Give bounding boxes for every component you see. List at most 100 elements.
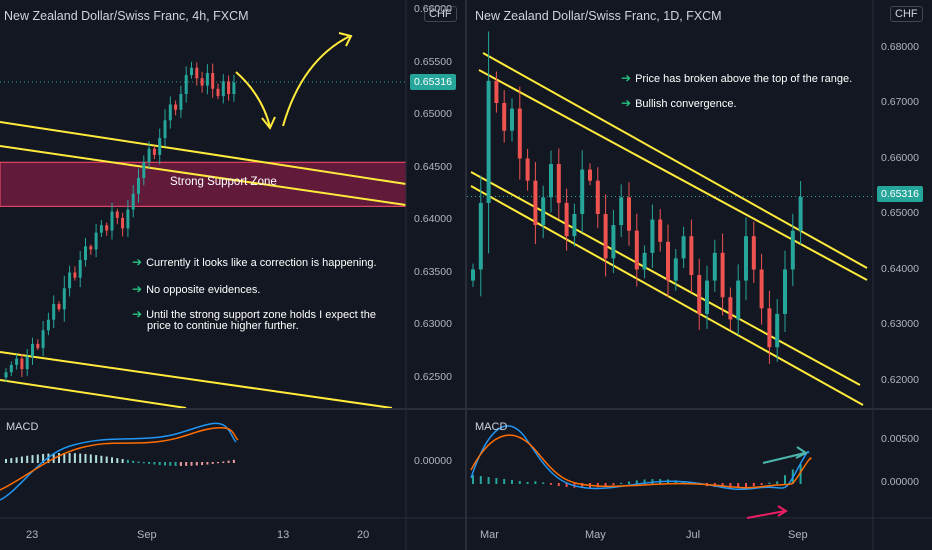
support-zone-rect xyxy=(0,161,407,207)
right-macd-bar xyxy=(752,483,755,487)
left-candle xyxy=(52,304,56,320)
left-macd-bar xyxy=(36,454,39,463)
projection-down-arrowhead xyxy=(261,116,276,130)
upper-trendline-2 xyxy=(0,145,407,206)
left-macd-bar xyxy=(10,458,13,463)
right-macd-bar xyxy=(518,481,521,484)
left-macd-bar xyxy=(100,455,103,463)
left-candle xyxy=(9,364,13,373)
right-note-2-text: Bullish convergence. xyxy=(635,98,737,110)
projection-down-path xyxy=(235,71,271,128)
left-currency-button[interactable]: CHF xyxy=(424,6,457,22)
right-macd-bar xyxy=(526,482,529,484)
channel-upper-2 xyxy=(478,69,868,281)
left-macd-bar xyxy=(15,457,18,463)
green-arrow-icon: ➔ xyxy=(132,255,143,269)
right-macd-bar xyxy=(604,483,607,487)
right-candle xyxy=(728,297,733,320)
pane-divider[interactable] xyxy=(465,0,467,550)
left-candle xyxy=(227,81,231,94)
left-price-tick: 0.63000 xyxy=(414,318,452,330)
left-macd-bar xyxy=(164,462,166,466)
left-price-tick: 0.63500 xyxy=(414,265,452,278)
right-candle xyxy=(627,197,631,231)
right-note-1-text: Price has broken above the top of the ra… xyxy=(635,73,853,85)
left-price-tick: 0.64000 xyxy=(414,213,452,225)
right-candle xyxy=(541,197,546,226)
left-date-tick: 20 xyxy=(357,529,370,541)
left-candle xyxy=(105,225,109,231)
left-candle xyxy=(174,104,178,110)
right-candle xyxy=(588,169,592,181)
left-candle xyxy=(184,75,188,94)
right-macd-bar xyxy=(784,475,786,484)
right-macd-line xyxy=(470,425,810,491)
right-macd-bar xyxy=(495,478,498,484)
left-price-tick: 0.66000 xyxy=(414,3,452,15)
left-chart-canvas[interactable] xyxy=(0,0,465,550)
left-date-tick: Sep xyxy=(137,529,157,541)
right-macd-bar xyxy=(760,483,763,485)
right-price-tick: 0.66000 xyxy=(881,151,919,164)
right-chart-pane[interactable]: New Zealand Dollar/Swiss Franc, 1D, FXCM… xyxy=(467,0,932,550)
right-current-price: 0.65316 xyxy=(877,186,923,202)
right-macd-bar xyxy=(643,479,646,484)
right-macd-bar xyxy=(565,483,568,488)
right-candle xyxy=(798,196,803,231)
left-macd-bar xyxy=(158,462,161,466)
right-candle xyxy=(564,202,569,237)
projection-up-path xyxy=(282,35,351,127)
right-macd-bar xyxy=(776,481,779,484)
left-signal-line xyxy=(0,426,239,491)
left-macd-tick: 0.00000 xyxy=(414,455,452,467)
right-chart-canvas[interactable] xyxy=(467,0,932,550)
right-candle xyxy=(502,103,507,131)
left-note-3b: price to continue higher further. xyxy=(147,320,299,332)
left-candle xyxy=(36,343,40,349)
left-note-2: ➔ No opposite evidences. xyxy=(132,283,260,297)
left-macd-bar xyxy=(222,461,225,463)
left-candle xyxy=(163,120,167,139)
green-arrow-icon: ➔ xyxy=(132,307,143,321)
channel-upper-1 xyxy=(482,52,868,269)
right-chart-title: New Zealand Dollar/Swiss Franc, 1D, FXCM xyxy=(475,9,722,23)
right-candle xyxy=(767,308,772,348)
left-candle xyxy=(200,78,204,86)
right-candle xyxy=(580,169,585,214)
right-candle xyxy=(759,269,764,309)
left-macd-bar xyxy=(232,459,235,463)
right-currency-button[interactable]: CHF xyxy=(890,6,923,22)
left-candle xyxy=(89,246,93,250)
green-arrow-icon: ➔ xyxy=(132,282,143,296)
lower-trendline-1 xyxy=(0,351,393,409)
right-price-tick: 0.62000 xyxy=(881,373,919,386)
left-candle xyxy=(20,358,24,370)
right-macd-bar xyxy=(550,483,552,485)
left-macd-bar xyxy=(84,453,87,463)
left-price-tick: 0.64500 xyxy=(414,160,452,173)
left-macd-bar xyxy=(190,462,193,466)
right-macd-tick: 0.00000 xyxy=(881,476,919,488)
right-date-tick: Sep xyxy=(788,529,808,541)
macd-divergence-line xyxy=(762,452,806,464)
left-macd-bar xyxy=(20,456,23,463)
right-macd-label: MACD xyxy=(475,421,508,433)
right-macd-bar xyxy=(682,481,685,484)
left-chart-pane[interactable]: New Zealand Dollar/Swiss Franc, 4h, FXCM… xyxy=(0,0,465,550)
right-candle xyxy=(603,214,608,259)
left-macd-bar xyxy=(137,461,140,463)
right-price-tick: 0.68000 xyxy=(881,40,919,53)
left-macd-bar xyxy=(95,455,98,463)
left-candle xyxy=(137,178,140,194)
channel-lower-2 xyxy=(470,185,864,406)
right-candle xyxy=(705,280,709,314)
left-macd-bar xyxy=(132,460,135,463)
right-candle xyxy=(751,236,756,270)
left-macd-bar xyxy=(153,462,156,465)
right-macd-bar xyxy=(596,483,599,488)
right-price-tick: 0.65000 xyxy=(881,207,919,219)
left-candle xyxy=(41,330,45,349)
left-macd-bar xyxy=(5,459,7,463)
right-candle xyxy=(744,236,748,281)
right-macd-bar xyxy=(635,480,638,484)
